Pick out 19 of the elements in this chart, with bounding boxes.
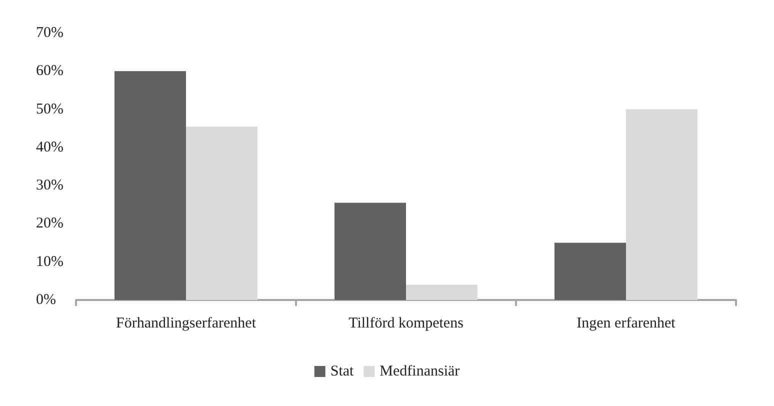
bar [114, 71, 186, 300]
x-tick-label: Ingen erfarenhet [576, 316, 676, 332]
legend-label: Stat [330, 364, 355, 380]
y-tick-label: 0% [36, 292, 56, 308]
x-tick-label: Tillförd kompetens [348, 316, 464, 332]
y-tick-label: 30% [36, 178, 64, 194]
legend-label: Medfinansiär [380, 364, 460, 380]
y-tick-label: 60% [36, 63, 64, 80]
y-tick-label: 20% [36, 216, 64, 232]
bar [406, 284, 478, 300]
bar [334, 202, 406, 300]
y-tick-label: 40% [36, 139, 64, 156]
y-tick-label: 50% [36, 101, 64, 118]
bar [186, 126, 258, 300]
bar [554, 242, 626, 300]
x-tick-label: Förhandlingserfarenhet [116, 316, 257, 332]
y-tick-label: 70% [36, 25, 64, 41]
bar [626, 109, 698, 300]
y-tick-label: 10% [36, 254, 64, 270]
